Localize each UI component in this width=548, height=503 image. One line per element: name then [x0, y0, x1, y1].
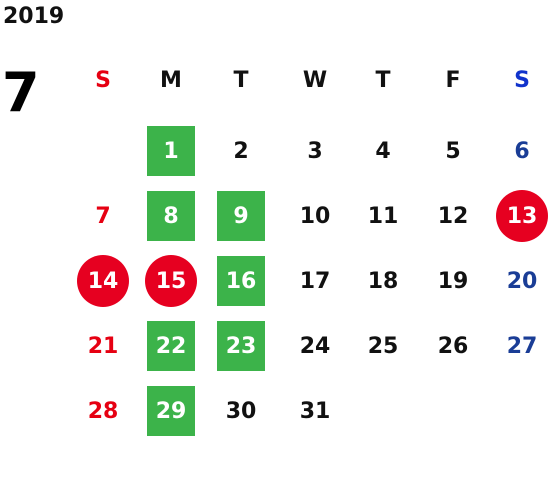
day-cell[interactable]: 11 [367, 203, 399, 229]
weekday-header: F [445, 68, 461, 93]
day-cell[interactable]: 12 [437, 203, 469, 229]
day-cell[interactable]: 30 [225, 398, 257, 424]
weekday-header: W [302, 68, 328, 93]
day-cell-green-highlight[interactable]: 9 [217, 191, 265, 241]
day-cell[interactable]: 17 [299, 268, 331, 294]
day-cell[interactable]: 4 [375, 138, 391, 164]
calendar-year: 2019 [3, 4, 65, 29]
day-cell-green-highlight[interactable]: 22 [147, 321, 195, 371]
day-cell-green-highlight[interactable]: 8 [147, 191, 195, 241]
weekday-header: T [233, 68, 249, 93]
day-cell-red-circle[interactable]: 13 [496, 190, 548, 242]
day-cell[interactable]: 6 [514, 138, 530, 164]
day-cell-red-circle[interactable]: 15 [145, 255, 197, 307]
day-cell[interactable]: 26 [437, 333, 469, 359]
weekday-header: S [514, 68, 530, 93]
day-cell[interactable]: 19 [437, 268, 469, 294]
day-cell[interactable]: 18 [367, 268, 399, 294]
day-cell[interactable]: 2 [233, 138, 249, 164]
day-cell-green-highlight[interactable]: 23 [217, 321, 265, 371]
calendar-month: 7 [2, 61, 40, 124]
day-cell[interactable]: 21 [87, 333, 119, 359]
day-cell-green-highlight[interactable]: 29 [147, 386, 195, 436]
weekday-header: T [375, 68, 391, 93]
day-cell[interactable]: 27 [506, 333, 538, 359]
day-cell[interactable]: 5 [445, 138, 461, 164]
day-cell[interactable]: 24 [299, 333, 331, 359]
day-cell[interactable]: 10 [299, 203, 331, 229]
day-cell-green-highlight[interactable]: 16 [217, 256, 265, 306]
day-cell[interactable]: 20 [506, 268, 538, 294]
day-cell[interactable]: 28 [87, 398, 119, 424]
day-cell[interactable]: 7 [95, 203, 111, 229]
day-cell-green-highlight[interactable]: 1 [147, 126, 195, 176]
day-cell[interactable]: 3 [307, 138, 323, 164]
day-cell[interactable]: 25 [367, 333, 399, 359]
weekday-header: M [160, 68, 182, 93]
weekday-header: S [95, 68, 111, 93]
day-cell[interactable]: 31 [299, 398, 331, 424]
day-cell-red-circle[interactable]: 14 [77, 255, 129, 307]
